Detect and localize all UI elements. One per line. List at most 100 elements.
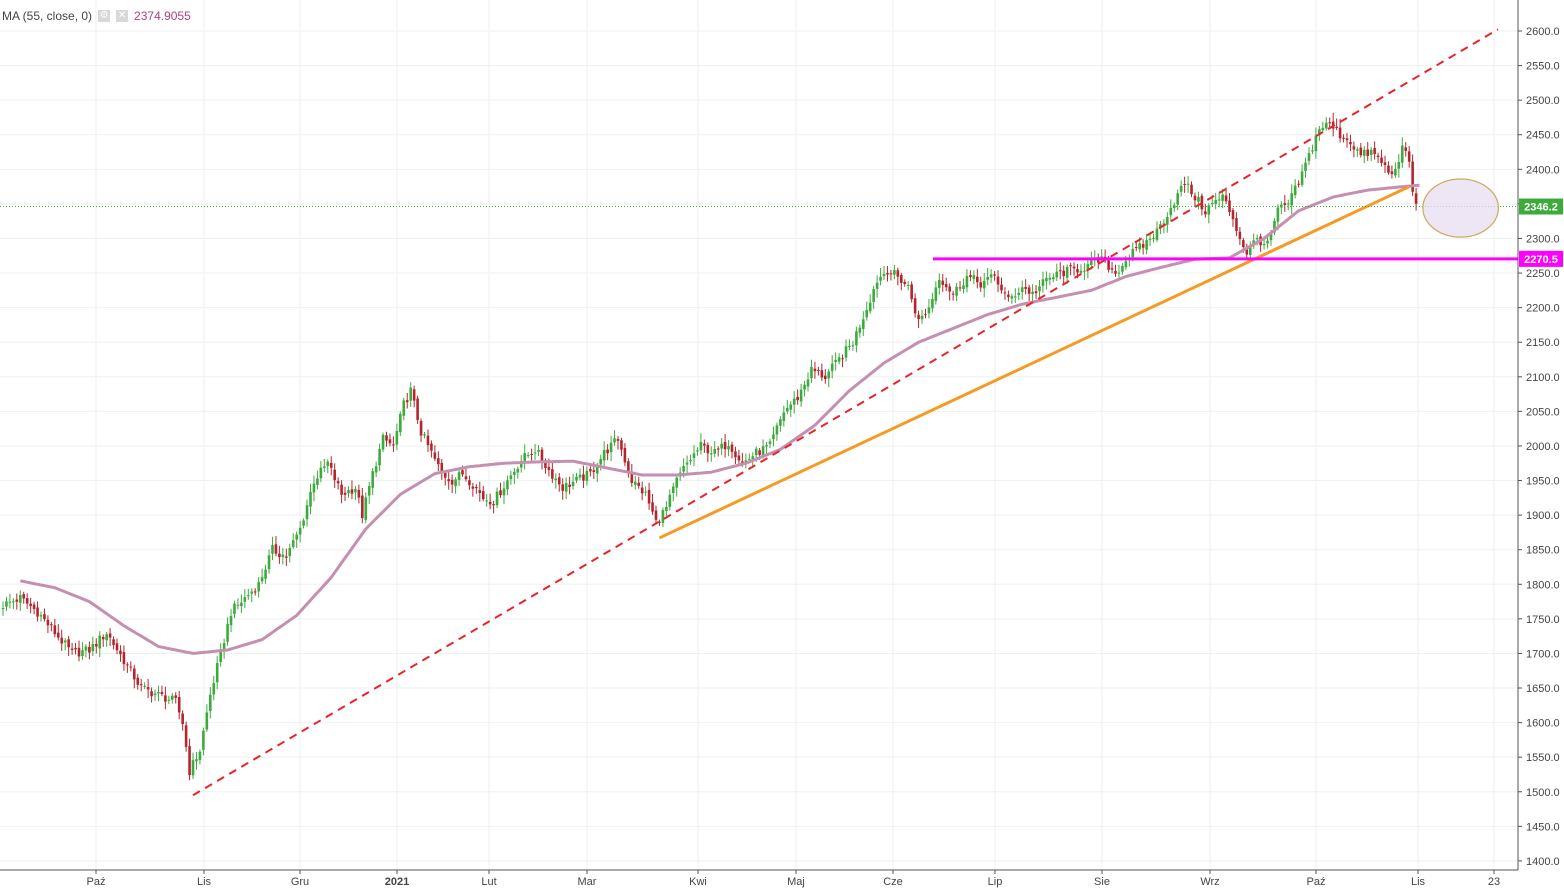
candle-body	[298, 527, 302, 535]
x-tick-label: Lis	[197, 876, 212, 888]
candle-body	[1193, 195, 1197, 201]
candle-body	[77, 647, 81, 657]
candle-body	[371, 471, 374, 488]
candle-body	[122, 652, 126, 665]
candle-body	[101, 637, 105, 640]
y-tick-label: 1550.0	[1526, 752, 1560, 764]
candle-body	[253, 591, 257, 593]
candle-body	[195, 759, 198, 762]
candle-body	[402, 400, 406, 416]
candle-body	[1210, 202, 1214, 205]
candle-body	[502, 488, 506, 496]
candle-body	[1117, 272, 1121, 274]
candle-body	[295, 534, 298, 540]
candle-body	[181, 713, 184, 725]
price-axis[interactable]: 2600.02550.02500.02450.02400.02350.02300…	[1517, 0, 1563, 870]
candle-body	[982, 281, 986, 289]
candle-body	[851, 345, 855, 347]
candle-body	[88, 646, 91, 653]
candle-body	[1390, 171, 1394, 175]
candle-body	[509, 475, 513, 480]
candle-body	[1238, 231, 1242, 239]
candle-body	[364, 497, 368, 520]
candle-body	[557, 477, 561, 485]
candle-body	[551, 469, 554, 479]
gear-icon[interactable]: ⚙	[98, 10, 111, 22]
candle-body	[1058, 270, 1062, 272]
y-tick-label: 1500.0	[1526, 787, 1560, 799]
candle-body	[1321, 127, 1325, 131]
candle-body	[1366, 149, 1370, 156]
candle-body	[229, 615, 233, 626]
candle-body	[105, 634, 108, 641]
candle-body	[426, 435, 430, 446]
y-tick-label: 1600.0	[1526, 718, 1560, 730]
candle-body	[796, 396, 799, 401]
candle-body	[903, 281, 907, 285]
candle-body	[485, 500, 488, 502]
candle-body	[132, 668, 136, 680]
candle-body	[457, 472, 461, 480]
candle-body	[972, 275, 976, 279]
time-axis[interactable]: Paź Lis Gru 2021 Lut Mar Kwi Maj Cze Lip Sie Wrz Paź…	[0, 869, 1518, 888]
candle-body	[1387, 165, 1390, 173]
x-tick-label: Cze	[883, 876, 903, 888]
candle-body	[50, 624, 53, 626]
candle-body	[1197, 196, 1200, 202]
x-tick-label: Kwi	[689, 876, 707, 888]
candle-body	[651, 502, 654, 512]
candle-body	[875, 282, 879, 289]
candle-body	[464, 476, 468, 480]
candle-body	[1200, 195, 1204, 210]
candle-body	[250, 591, 254, 594]
candle-body	[267, 555, 271, 570]
candle-body	[751, 456, 755, 460]
y-tick-label: 1850.0	[1526, 545, 1560, 557]
candle-body	[609, 442, 613, 453]
y-tick-label: 1800.0	[1526, 579, 1560, 591]
candle-body	[1148, 238, 1152, 240]
candle-body	[29, 603, 32, 607]
candle-body	[1141, 244, 1145, 248]
y-tick-label: 2150.0	[1526, 337, 1560, 349]
candle-body	[834, 359, 837, 362]
candle-body	[419, 420, 423, 436]
candle-body	[302, 520, 305, 526]
candle-body	[1076, 269, 1079, 273]
candle-body	[765, 445, 768, 447]
candle-body	[682, 466, 685, 472]
candle-body	[1276, 207, 1280, 222]
candle-body	[60, 637, 64, 644]
y-tick-label: 2200.0	[1526, 303, 1560, 315]
candle-body	[1065, 266, 1069, 278]
candle-body	[443, 472, 447, 478]
resistance-badge: 2270.5	[1524, 254, 1558, 266]
candle-body	[1273, 220, 1276, 233]
x-tick-label: Lip	[988, 876, 1003, 888]
candle-body	[146, 687, 150, 690]
candle-body	[202, 730, 205, 750]
candle-body	[1138, 243, 1141, 250]
candle-body	[1380, 157, 1383, 163]
candle-body	[1352, 146, 1356, 150]
y-tick-label: 1650.0	[1526, 683, 1560, 695]
candle-body	[1045, 277, 1048, 282]
candle-body	[830, 363, 834, 372]
candle-body	[98, 635, 102, 649]
candle-body	[623, 447, 627, 463]
candle-body	[637, 482, 641, 486]
y-tick-label: 2050.0	[1526, 406, 1560, 418]
candle-body	[32, 604, 36, 609]
candle-body	[361, 495, 364, 519]
candle-body	[1404, 147, 1408, 151]
candle-body	[357, 489, 361, 498]
close-icon[interactable]: ✕	[116, 10, 129, 22]
candle-body	[523, 453, 527, 462]
candle-body	[423, 434, 426, 436]
candle-body	[1003, 292, 1007, 294]
candle-body	[191, 760, 195, 776]
candle-body	[893, 270, 896, 275]
candle-body	[399, 413, 402, 433]
candle-body	[803, 384, 806, 390]
